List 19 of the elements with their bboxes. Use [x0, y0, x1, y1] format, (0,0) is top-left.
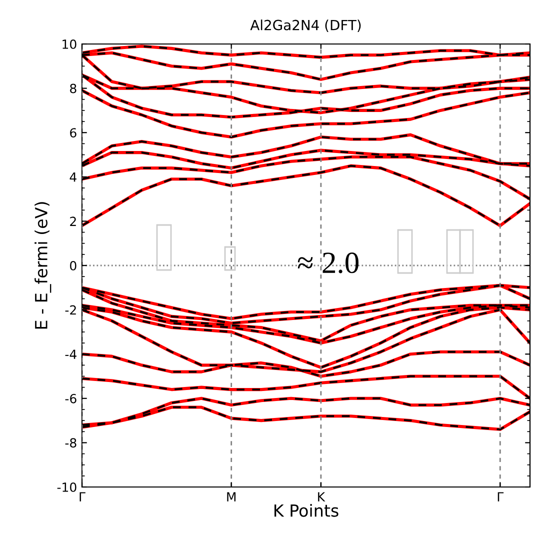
chart-title: Al2Ga2N4 (DFT)	[250, 20, 361, 32]
y-tick-label: -2	[65, 305, 76, 315]
y-tick-label: -6	[65, 394, 76, 404]
y-tick-label: 4	[70, 172, 76, 182]
x-tick-label: Γ	[80, 492, 86, 502]
annotation: ≈ 2.0	[298, 252, 358, 274]
y-tick-label: 6	[70, 128, 76, 138]
x-axis-title: K Points	[274, 504, 338, 517]
x-tick-label: K	[318, 492, 326, 502]
y-tick-label: -4	[65, 350, 76, 359]
y-axis-title: E - E_fermi (eV)	[34, 202, 52, 329]
y-tick-label: 8	[70, 84, 76, 94]
y-tick-label: 10	[62, 39, 76, 49]
x-tick-label: M	[227, 492, 236, 502]
x-tick-label: Γ	[498, 492, 504, 502]
y-tick-label: -8	[65, 438, 76, 448]
y-tick-label: 2	[70, 216, 76, 226]
y-tick-label: -10	[57, 482, 76, 492]
y-tick-label: 0	[70, 260, 76, 270]
